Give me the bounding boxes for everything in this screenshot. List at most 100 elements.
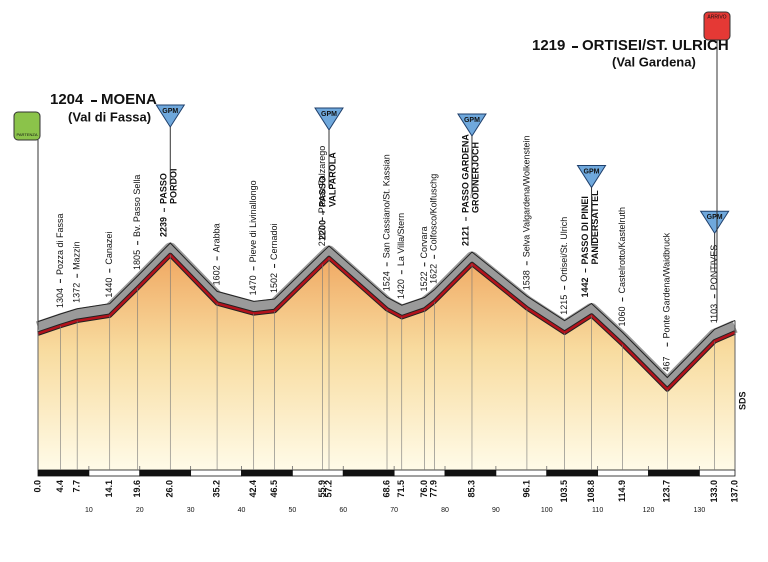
waypoint-altitude: 1215: [559, 295, 569, 315]
waypoint-name: Ortisei/St. Ulrich: [559, 217, 569, 282]
x-tick-label: 90: [492, 507, 500, 514]
waypoint-label: 2121 PASSO GARDENA GRÖDNERJOCH: [460, 134, 480, 246]
km-label: 68.6: [381, 480, 391, 498]
km-value: 57.2: [323, 480, 333, 498]
km-value: 103.5: [559, 480, 569, 503]
km-bar-segment: [698, 469, 736, 477]
waypoint-altitude: 467: [662, 357, 672, 372]
start-name: MOENA: [101, 91, 157, 108]
km-label: 57.2: [323, 480, 333, 498]
waypoint-altitude: 2121: [460, 226, 470, 246]
km-value: 46.5: [269, 480, 279, 498]
profile-wall: [35, 242, 738, 390]
waypoint-altitude: 1622: [429, 264, 439, 284]
km-label: 77.9: [429, 480, 439, 498]
km-bar-segment: [393, 469, 446, 477]
x-tick-label: 10: [85, 507, 93, 514]
gpm-label: GPM: [162, 108, 178, 115]
km-label: 7.7: [72, 480, 82, 493]
start-badge: PARTENZA: [17, 132, 38, 137]
waypoint-name: Colfosco/Kolfuschg: [429, 174, 439, 251]
finish-altitude: 1219: [532, 37, 565, 54]
waypoint-name: Bv. Passo Sella: [132, 175, 142, 237]
waypoint-name: PONTIVES: [709, 245, 719, 291]
x-tick-label: 80: [441, 507, 449, 514]
waypoint-label: 1524 San Cassiano/St. Kassian: [381, 154, 391, 291]
waypoint-label: 1304 Pozza di Fassa: [55, 213, 65, 308]
km-value: 77.9: [429, 480, 439, 498]
profile-wall-edge: [37, 242, 736, 379]
km-bar-segment: [241, 469, 293, 477]
waypoint-altitude: 1602: [211, 265, 221, 285]
waypoint-name: PANIDERSATTEL: [590, 190, 600, 265]
finish-subtitle: (Val Gardena): [612, 54, 696, 69]
waypoint-altitude: 1524: [381, 271, 391, 291]
waypoint-name: PORDOI: [169, 168, 179, 204]
km-bar-segment: [648, 469, 700, 477]
x-tick-label: 60: [339, 507, 347, 514]
waypoint-name: VALPAROLA: [327, 152, 337, 207]
km-value: 35.2: [211, 480, 221, 498]
waypoint-altitude: 1442: [580, 277, 590, 297]
waypoint-altitude: 1522: [419, 271, 429, 291]
waypoint-label: 1103 PONTIVES: [709, 245, 719, 324]
km-label: 108.8: [586, 480, 596, 503]
waypoint-label: 2117 Passo Falzarego: [317, 146, 327, 247]
waypoint-altitude: 1805: [132, 250, 142, 270]
km-bar-segment: [291, 469, 344, 477]
waypoint-altitude: 1538: [521, 270, 531, 290]
waypoint-altitude: 1440: [104, 278, 114, 298]
waypoint-label: 1440 Canazei: [104, 232, 114, 298]
x-tick-label: 70: [390, 507, 398, 514]
waypoint-name: Cernadoi: [269, 223, 279, 260]
km-value: 96.1: [521, 480, 531, 498]
waypoint-altitude: 1372: [72, 283, 82, 303]
waypoint-name: Corvara: [419, 226, 429, 258]
km-bar-segment: [444, 469, 497, 477]
start-subtitle: (Val di Fassa): [68, 109, 151, 124]
gpm-triangle: [155, 104, 186, 128]
waypoint-altitude: 1103: [709, 304, 719, 323]
km-label: 26.0: [165, 480, 175, 498]
km-label: 0.0: [32, 480, 42, 493]
km-label: 85.3: [466, 480, 476, 498]
km-value: 4.4: [55, 480, 65, 493]
waypoint-label: 1420 La Villa/Stern: [396, 213, 406, 299]
km-label: 76.0: [419, 480, 429, 498]
km-value: 123.7: [662, 480, 672, 503]
waypoint-label: 1805 Bv. Passo Sella: [132, 175, 142, 270]
x-tick-label: 20: [136, 507, 144, 514]
gpm-triangle: [457, 113, 487, 137]
km-label: 114.9: [617, 480, 627, 502]
km-label: 133.0: [709, 480, 719, 503]
waypoint-name: PASSO GARDENA: [460, 134, 470, 213]
km-value: 14.1: [104, 480, 114, 498]
km-value: 26.0: [165, 480, 175, 498]
gpm-label: GPM: [464, 117, 480, 124]
waypoint-altitude: 1420: [396, 279, 406, 299]
profile-area: [38, 255, 735, 470]
waypoint-name: PASSO: [159, 173, 169, 204]
km-value: 71.5: [396, 480, 406, 498]
x-tick-label: 100: [541, 507, 553, 514]
x-tick-label: 120: [643, 507, 655, 514]
x-tick-label: 40: [238, 507, 246, 514]
waypoint-altitude: 2117: [317, 227, 327, 246]
gpm-triangle: [576, 165, 607, 189]
waypoint-name: La Villa/Stern: [396, 213, 406, 266]
waypoint-name: Arabba: [211, 223, 221, 252]
waypoint-altitude: 1060: [617, 306, 627, 326]
waypoint-label: 1522 Corvara: [419, 226, 429, 291]
waypoint-altitude: 2200: [317, 220, 327, 240]
km-bar-segment: [546, 469, 599, 477]
start-altitude: 1204: [50, 91, 84, 108]
km-value: 114.9: [617, 480, 627, 502]
km-label: 103.5: [559, 480, 569, 503]
waypoint-altitude: 1470: [248, 275, 258, 295]
source-label: SDS: [737, 391, 747, 410]
waypoint-name: PASSO DI PINEI: [580, 196, 590, 264]
km-value: 19.6: [132, 480, 142, 498]
waypoint-name: PASSO: [317, 176, 327, 207]
km-value: 55.9: [317, 480, 327, 498]
